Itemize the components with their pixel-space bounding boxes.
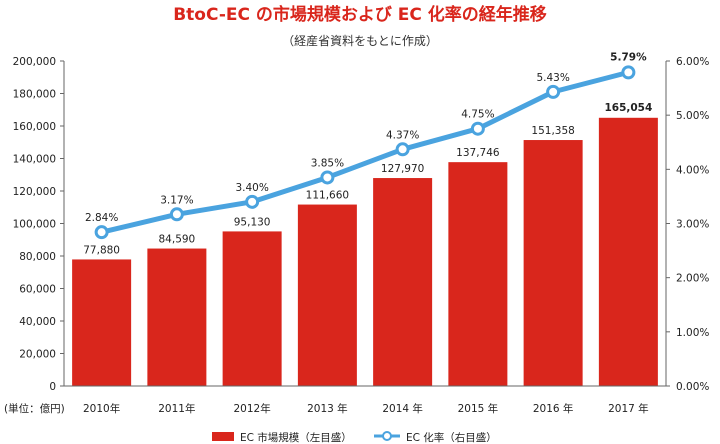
x-tick-label: 2015 年 <box>458 402 499 415</box>
x-tick-label: 2014 年 <box>382 402 423 415</box>
line-series: 2.84% 3.17% 3.40% 3.85% 4.37% 4.75% 5.43% 5.79% <box>85 51 647 240</box>
rate-value-label: 3.17% <box>160 194 193 206</box>
bar-value-label: 127,970 <box>381 163 424 175</box>
x-tick-label: 2011年 <box>158 402 195 415</box>
legend-line-marker <box>382 431 392 441</box>
right-tick-label: 6.00% <box>676 56 709 68</box>
chart-title: BtoC-EC の市場規模および EC 化率の経年推移 <box>173 4 547 25</box>
unit-label: (単位：億円) <box>4 402 65 415</box>
rate-point <box>94 225 109 240</box>
legend-bar-label: EC 市場規模（左目盛） <box>240 431 352 444</box>
rate-point <box>395 142 410 157</box>
bar <box>598 117 658 387</box>
left-tick-label: 0 <box>49 381 56 393</box>
rate-point <box>169 207 184 222</box>
bar <box>297 204 357 386</box>
x-tick-label: 2013 年 <box>307 402 348 415</box>
x-axis: 2010年 2011年 2012年 2013 年 2014 年 2015 年 2016 年 2… <box>64 385 666 415</box>
bar-value-label: 77,880 <box>83 244 120 256</box>
rate-value-label: 3.40% <box>235 182 268 194</box>
bar <box>448 162 508 386</box>
legend-bar-swatch <box>212 432 234 441</box>
bar-value-label: 95,130 <box>234 216 271 228</box>
left-tick-label: 160,000 <box>13 121 56 133</box>
bar <box>222 231 282 386</box>
left-tick-label: 120,000 <box>13 186 56 198</box>
right-tick-label: 3.00% <box>676 219 709 231</box>
left-tick-label: 200,000 <box>13 56 56 68</box>
x-tick-label: 2017 年 <box>608 402 649 415</box>
rate-point <box>320 170 335 185</box>
rate-point <box>470 121 485 136</box>
right-tick-label: 4.00% <box>676 164 709 176</box>
rate-line <box>99 69 631 235</box>
right-axis: 0.00% 1.00% 2.00% 3.00% 4.00% 5.00% 6.00% <box>665 56 709 393</box>
left-axis: 0 20,000 40,000 60,000 80,000 100,000 120,000 1… <box>13 56 65 393</box>
rate-value-label: 4.75% <box>461 109 494 121</box>
left-tick-label: 100,000 <box>13 219 56 231</box>
x-tick-label: 2010年 <box>83 402 120 415</box>
left-tick-label: 60,000 <box>19 284 56 296</box>
right-tick-label: 2.00% <box>676 273 709 285</box>
rate-point <box>546 84 561 99</box>
bar-value-label: 111,660 <box>306 190 349 202</box>
bar-value-label: 165,054 <box>604 102 652 114</box>
rate-value-label: 3.85% <box>311 157 344 169</box>
rate-value-label: 4.37% <box>386 129 419 141</box>
left-tick-label: 140,000 <box>13 154 56 166</box>
bar <box>147 248 207 386</box>
left-tick-label: 180,000 <box>13 89 56 101</box>
left-tick-label: 40,000 <box>19 316 56 328</box>
right-tick-label: 5.00% <box>676 110 709 122</box>
legend: EC 市場規模（左目盛） EC 化率（右目盛） <box>212 431 497 444</box>
bar-value-label: 151,358 <box>531 125 574 137</box>
rate-value-label: 2.84% <box>85 212 118 224</box>
rate-point <box>621 65 636 80</box>
chart-subtitle: （経産省資料をもとに作成） <box>282 33 438 48</box>
left-tick-label: 20,000 <box>19 349 56 361</box>
rate-value-label: 5.43% <box>536 72 569 84</box>
bar <box>373 178 433 386</box>
x-tick-label: 2016 年 <box>533 402 574 415</box>
bar-value-label: 84,590 <box>159 234 196 246</box>
bar <box>72 259 132 386</box>
left-tick-label: 80,000 <box>19 251 56 263</box>
x-tick-label: 2012年 <box>234 402 271 415</box>
right-tick-label: 0.00% <box>676 381 709 393</box>
rate-value-label: 5.79% <box>610 51 647 63</box>
rate-point <box>245 194 260 209</box>
right-tick-label: 1.00% <box>676 327 709 339</box>
bar-value-label: 137,746 <box>456 147 500 159</box>
bar <box>523 140 583 386</box>
legend-line-label: EC 化率（右目盛） <box>406 431 497 444</box>
bar-series: 77,880 84,590 95,130 111,660 127,970 137,746 1… <box>72 102 658 387</box>
